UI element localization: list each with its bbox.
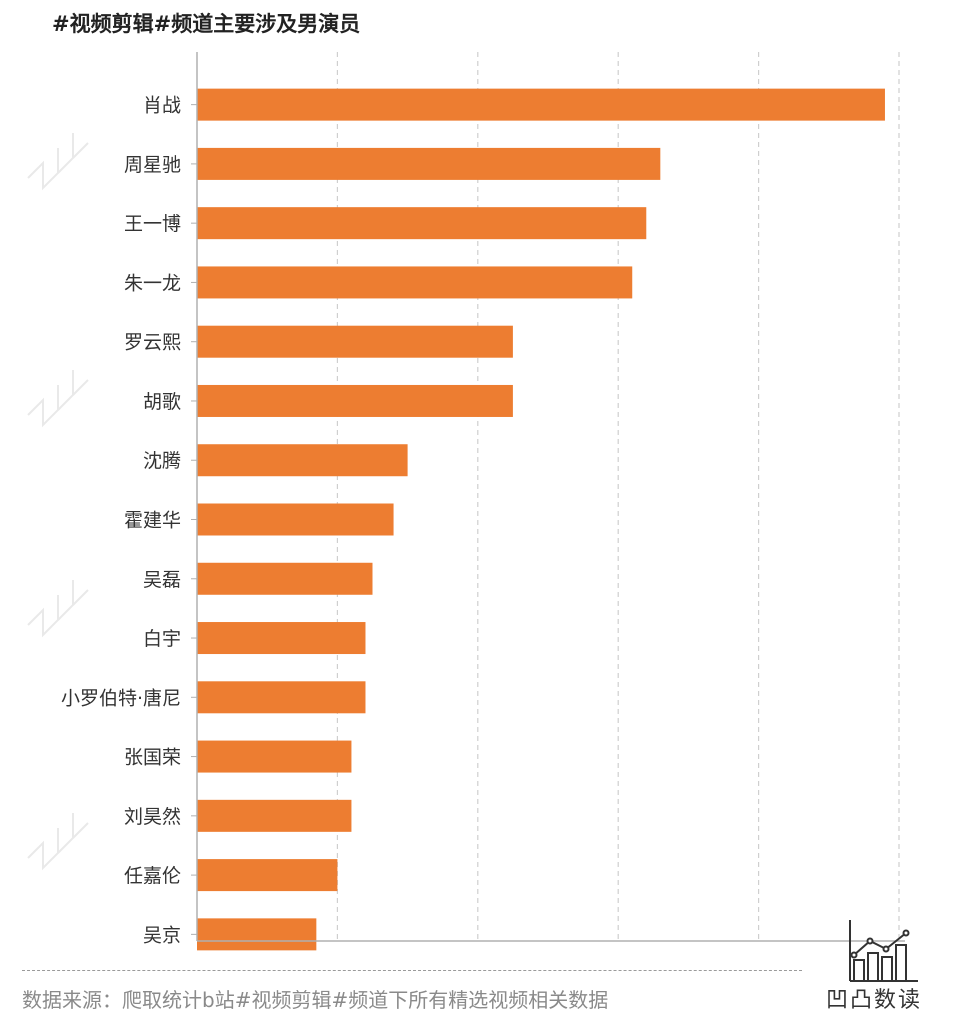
- y-tick-label: 罗云熙: [124, 332, 181, 354]
- watermark-logo: [27, 813, 89, 871]
- y-tick-label: 沈腾: [143, 450, 181, 472]
- bar: [197, 503, 394, 536]
- bar: [197, 799, 352, 832]
- bar: [197, 681, 366, 714]
- bar: [197, 325, 513, 358]
- bar: [197, 207, 647, 240]
- bar: [197, 622, 366, 655]
- watermark-logo: [27, 580, 89, 638]
- chart-title: #视频剪辑#频道主要涉及男演员: [52, 12, 361, 36]
- watermark-logo: [27, 370, 89, 428]
- bar: [197, 384, 513, 417]
- brand-name: 凹凸数读: [826, 988, 923, 1013]
- y-tick-label: 周星驰: [124, 154, 181, 176]
- bar: [197, 918, 317, 951]
- brand-chart-icon: [849, 920, 918, 982]
- y-tick-label: 任嘉伦: [124, 865, 181, 887]
- y-tick-label: 刘昊然: [124, 806, 181, 828]
- bar: [197, 562, 373, 595]
- bar: [197, 740, 352, 773]
- y-tick-label: 吴京: [143, 924, 181, 946]
- footer-divider: [22, 970, 802, 971]
- y-tick-label: 白宇: [143, 628, 181, 650]
- y-tick-label: 肖战: [143, 95, 181, 117]
- bar: [197, 147, 661, 180]
- data-source-note: 数据来源：爬取统计b站#视频剪辑#频道下所有精选视频相关数据: [22, 988, 609, 1012]
- y-tick-label: 张国荣: [124, 747, 181, 769]
- y-tick-label: 胡歌: [143, 391, 181, 413]
- y-tick-label: 吴磊: [143, 569, 181, 591]
- y-tick-label: 王一博: [124, 213, 181, 235]
- y-tick-label: 霍建华: [124, 510, 181, 532]
- y-tick-label: 朱一龙: [124, 272, 181, 294]
- y-tick-label: 小罗伯特·唐尼: [61, 687, 181, 709]
- bar: [197, 88, 885, 121]
- bar: [197, 444, 408, 477]
- watermark-logo: [27, 133, 89, 191]
- bar-chart: 肖战周星驰王一博朱一龙罗云熙胡歌沈腾霍建华吴磊白宇小罗伯特·唐尼张国荣刘昊然任嘉…: [61, 52, 905, 951]
- bar: [197, 266, 633, 299]
- bar: [197, 859, 338, 892]
